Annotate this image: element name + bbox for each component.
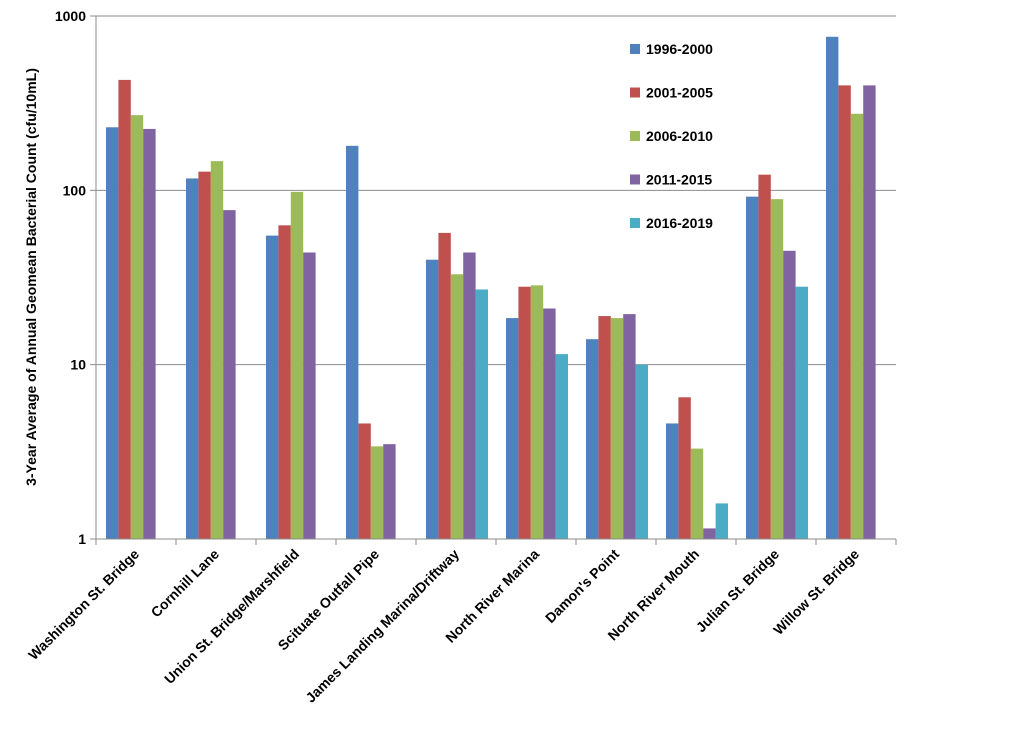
bar [795,286,808,539]
bar [198,171,211,539]
bar [610,318,624,539]
bar [383,444,396,539]
bar [770,199,784,539]
bar [703,528,716,539]
bar [186,178,199,539]
x-category-labels: Washington St. Bridge Cornhill LaneUnion … [25,546,862,706]
y-axis-label: 3-Year Average of Annual Geomean Bacteri… [23,68,39,486]
bar [130,115,144,539]
bar [223,210,236,540]
y-tick-label: 1000 [55,8,86,24]
bar [715,503,728,539]
bar [266,235,279,539]
bar [210,161,224,539]
x-category-label: Damon's Point [542,546,622,626]
x-category-label: North River Mouth [604,546,702,644]
bar [463,252,476,540]
legend-label: 2006-2010 [646,128,713,144]
bar [475,289,488,539]
bar [278,225,291,540]
bar [143,128,156,539]
legend-swatch [630,44,640,54]
bar [438,232,451,539]
y-tick-label: 100 [63,182,87,198]
bar [838,85,851,539]
bar [118,79,131,539]
bar [586,339,599,539]
bar [690,448,704,539]
bar [543,308,556,539]
bar [106,127,119,539]
bar [850,113,864,539]
bar [863,85,876,539]
bar [555,354,568,539]
legend-swatch [630,131,640,141]
x-category-label: Willow St. Bridge [770,546,862,638]
axes [90,15,897,545]
bar [623,314,636,539]
legend-label: 2016-2019 [646,215,713,231]
legend: 1996-2000 2001-2005 2006-2010 2011-2015 2016… [630,41,713,231]
bar [450,274,464,539]
legend-label: 2001-2005 [646,85,713,101]
legend-label: 2011-2015 [646,172,712,188]
x-category-label: Julian St. Bridge [693,546,783,636]
bar [426,259,439,539]
y-tick-label: 10 [70,357,86,373]
bar [518,286,531,539]
x-category-label: Union St. Bridge/Marshfield [161,546,302,687]
legend-label: 1996-2000 [646,41,713,57]
legend-swatch [630,87,640,98]
y-tick-labels: 1 10 100 1000 [55,8,86,547]
bar [666,423,679,539]
bar [678,397,691,539]
bar [783,250,796,539]
bar [635,364,648,539]
bar [826,36,839,539]
x-category-label: Cornhill Lane [148,546,223,621]
bars [106,36,876,540]
bar [598,316,611,539]
bar [506,318,519,539]
bar [370,446,384,539]
legend-swatch [630,218,640,228]
legend-swatch [630,174,640,185]
x-category-label: Washington St. Bridge [25,546,142,663]
y-tick-label: 1 [78,531,86,547]
bar [758,174,771,539]
bar [303,252,316,540]
bar [290,191,304,539]
bar [346,145,359,540]
bar [746,196,759,540]
x-category-label: James Landing Marina/Driftway [302,546,462,706]
bar [358,423,371,539]
bar [530,285,544,539]
